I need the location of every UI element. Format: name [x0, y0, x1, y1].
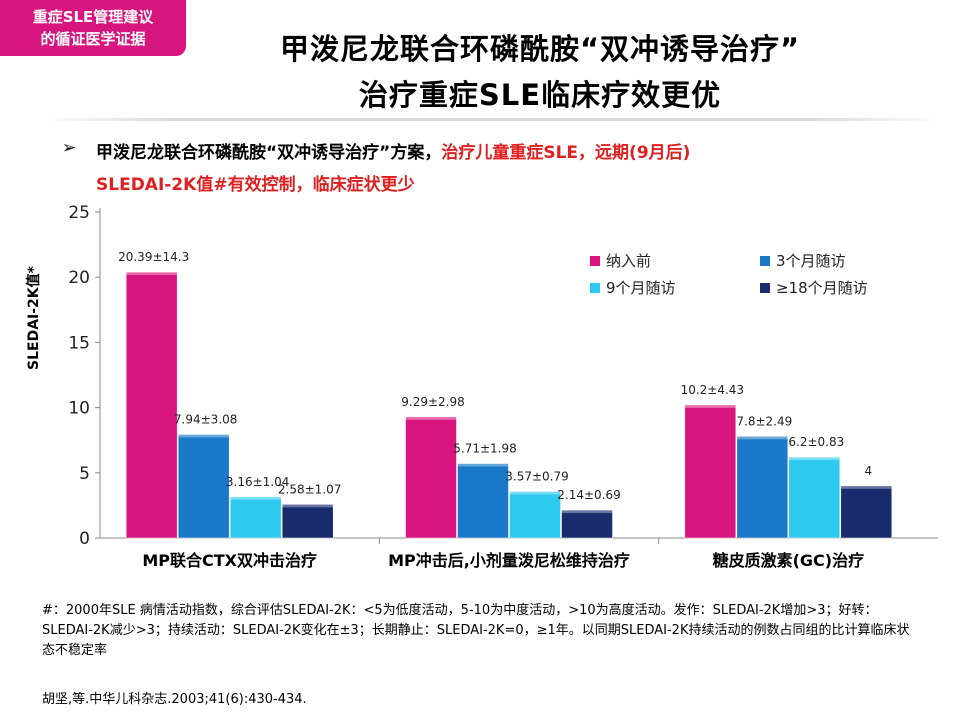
bar [684, 404, 737, 539]
bar [229, 496, 282, 539]
bar-highlight [178, 434, 230, 438]
bar-chart: 0 5 10 15 20 25 SLEDAI-2K值* 20.39±14.3 7.94±3.08… [25, 202, 938, 570]
bar-highlight [561, 510, 613, 514]
legend-swatch [760, 256, 770, 266]
bar [457, 463, 509, 539]
legend-label: 3个月随访 [776, 252, 846, 270]
bar-highlight [230, 496, 282, 500]
y-tick-label: 20 [68, 268, 90, 288]
bar-highlight [457, 463, 509, 467]
bar-highlight [282, 504, 334, 508]
slide-title-line-1: 甲泼尼龙联合环磷酰胺“双冲诱导治疗” [279, 32, 801, 66]
data-label: 10.2±4.43 [681, 383, 745, 397]
x-category-label: 糖皮质激素(GC)治疗 [713, 551, 865, 570]
legend-swatch [590, 283, 600, 293]
bar [405, 416, 457, 539]
y-axis-label: SLEDAI-2K值* [25, 265, 42, 370]
legend-swatch [760, 283, 770, 293]
y-tick-label: 15 [68, 333, 90, 353]
section-badge: 重症SLE管理建议 的循证医学证据 [0, 0, 186, 56]
data-label: 3.16±1.04 [226, 475, 290, 489]
data-label: 9.29±2.98 [401, 395, 465, 409]
legend-label: ≥18个月随访 [776, 279, 868, 297]
bar-highlight [509, 491, 561, 495]
bullet-line-1: 甲泼尼龙联合环磷酰胺“双冲诱导治疗”方案，治疗儿童重症SLE，远期(9月后) [96, 138, 690, 163]
badge-line-2: 的循证医学证据 [40, 30, 146, 48]
slide-title-line-2: 治疗重症SLE临床疗效更优 [358, 78, 722, 112]
y-tick-label: 0 [79, 529, 90, 549]
bullet-line-1-black: 甲泼尼龙联合环磷酰胺“双冲诱导治疗”方案， [96, 143, 442, 163]
bullet-line-1-red: 治疗儿童重症SLE，远期(9月后) [441, 143, 691, 163]
x-category-label: MP联合CTX双冲击治疗 [142, 551, 317, 570]
bar [125, 271, 178, 539]
footnote: #：2000年SLE 病情活动指数，综合评估SLEDAI-2K：<5为低度活动，… [42, 603, 910, 658]
bar [561, 509, 613, 539]
legend-label: 9个月随访 [606, 279, 676, 297]
bar-highlight [840, 485, 892, 489]
legend-swatch [590, 256, 600, 266]
bar-highlight [736, 436, 788, 440]
bar [281, 504, 334, 539]
bullet-line-2: SLEDAI-2K值#有效控制，临床症状更少 [96, 175, 415, 195]
data-label: 6.2±0.83 [788, 435, 844, 449]
bar-highlight [788, 457, 840, 461]
bar [788, 456, 841, 539]
badge-line-1: 重症SLE管理建议 [32, 8, 154, 26]
bar [177, 434, 230, 539]
data-label: 3.57±0.79 [505, 469, 569, 483]
y-tick-label: 5 [79, 464, 90, 484]
x-category-label: MP冲击后,小剂量泼尼松维持治疗 [388, 551, 630, 570]
bar-highlight [684, 404, 736, 408]
bar [840, 485, 893, 539]
data-label: 20.39±14.3 [118, 250, 189, 264]
data-label: 2.58±1.07 [278, 482, 342, 496]
data-label: 7.8±2.49 [736, 414, 792, 428]
y-tick-label: 10 [68, 399, 90, 419]
reference: 胡坚,等.中华儿科杂志.2003;41(6):430-434. [42, 692, 307, 707]
bullet-arrow-icon: ➢ [62, 138, 77, 158]
bar-highlight [405, 416, 457, 420]
data-label: 5.71±1.98 [453, 442, 517, 456]
y-tick-label: 25 [68, 203, 90, 223]
data-label: 2.14±0.69 [557, 488, 621, 502]
bar [509, 491, 561, 539]
bar-highlight [126, 272, 178, 276]
title-divider [42, 118, 942, 121]
data-label: 7.94±3.08 [174, 412, 238, 426]
legend-label: 纳入前 [606, 252, 651, 270]
bar [736, 436, 789, 539]
data-label: 4 [865, 464, 873, 478]
